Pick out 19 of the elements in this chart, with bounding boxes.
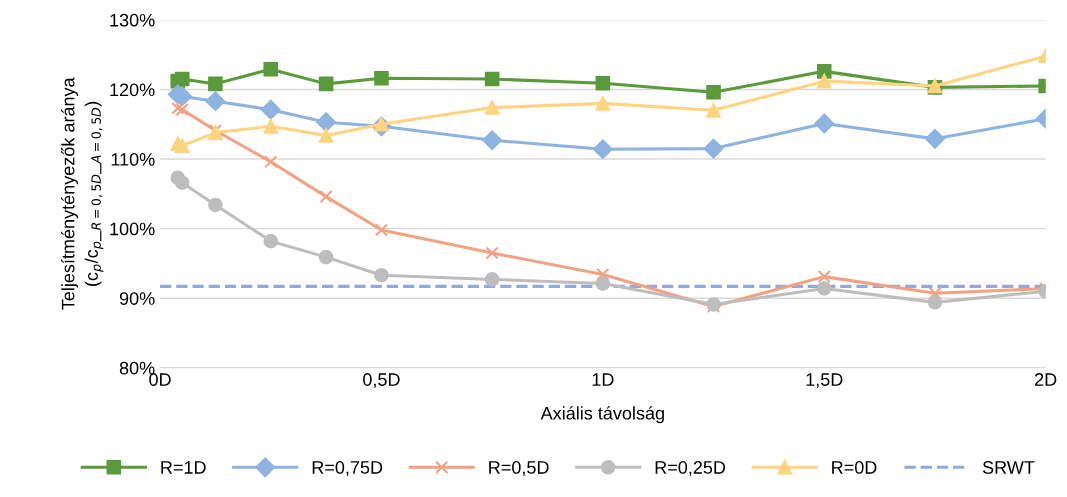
- y-tick-label: 80%: [119, 361, 155, 375]
- y-tick-label: 100%: [110, 222, 155, 236]
- legend-label: R=0,25D: [655, 461, 726, 476]
- x-tick-label: 0D: [149, 373, 171, 386]
- y-tick-label: 130%: [110, 13, 155, 27]
- legend-label: R=0,5D: [489, 461, 549, 476]
- x-tick-label: 1,5D: [806, 373, 843, 389]
- x-tick-label: 2D: [1035, 373, 1057, 386]
- y-tick-label: 110%: [111, 152, 155, 166]
- x-tick-label: 1D: [592, 373, 614, 386]
- legend-label: SRWT: [982, 461, 1035, 474]
- legend-label: R=0,75D: [312, 461, 383, 476]
- legend-label: R=0D: [832, 461, 877, 474]
- y-tick-label: 90%: [119, 292, 155, 305]
- x-axis-title: Axiális távolság: [540, 406, 664, 424]
- legend-label: R=1D: [161, 461, 206, 474]
- x-tick-label: 0,5D: [363, 373, 400, 389]
- text: Teljesítménytényezők aránya (c$_{p}$/c$_{p}$_$_{R=0,5D}$_$_{A=0,5D}$): [61, 77, 104, 310]
- y-tick-label: 120%: [110, 83, 155, 97]
